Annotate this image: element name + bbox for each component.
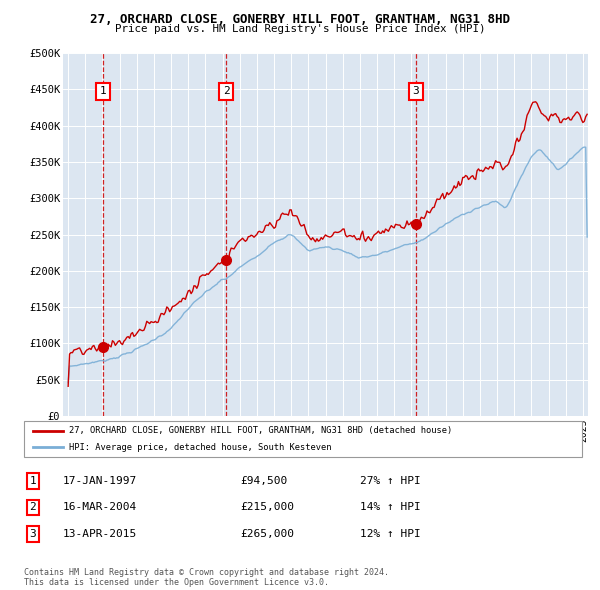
Text: 16-MAR-2004: 16-MAR-2004	[63, 503, 137, 512]
Text: 27% ↑ HPI: 27% ↑ HPI	[360, 476, 421, 486]
Text: 14% ↑ HPI: 14% ↑ HPI	[360, 503, 421, 512]
Text: HPI: Average price, detached house, South Kesteven: HPI: Average price, detached house, Sout…	[69, 442, 331, 451]
Text: £94,500: £94,500	[240, 476, 287, 486]
Text: 12% ↑ HPI: 12% ↑ HPI	[360, 529, 421, 539]
Text: 13-APR-2015: 13-APR-2015	[63, 529, 137, 539]
Text: 1: 1	[29, 476, 37, 486]
Text: 3: 3	[29, 529, 37, 539]
Text: 17-JAN-1997: 17-JAN-1997	[63, 476, 137, 486]
Text: Price paid vs. HM Land Registry's House Price Index (HPI): Price paid vs. HM Land Registry's House …	[115, 24, 485, 34]
Text: £265,000: £265,000	[240, 529, 294, 539]
Text: 1: 1	[100, 86, 107, 96]
Text: Contains HM Land Registry data © Crown copyright and database right 2024.
This d: Contains HM Land Registry data © Crown c…	[24, 568, 389, 587]
Text: 27, ORCHARD CLOSE, GONERBY HILL FOOT, GRANTHAM, NG31 8HD (detached house): 27, ORCHARD CLOSE, GONERBY HILL FOOT, GR…	[69, 427, 452, 435]
Text: 2: 2	[29, 503, 37, 512]
Text: £215,000: £215,000	[240, 503, 294, 512]
Text: 2: 2	[223, 86, 230, 96]
Text: 3: 3	[413, 86, 419, 96]
Text: 27, ORCHARD CLOSE, GONERBY HILL FOOT, GRANTHAM, NG31 8HD: 27, ORCHARD CLOSE, GONERBY HILL FOOT, GR…	[90, 13, 510, 26]
